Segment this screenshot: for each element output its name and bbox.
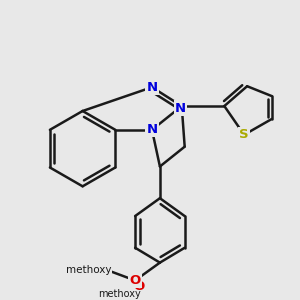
Text: N: N bbox=[146, 81, 158, 94]
Text: N: N bbox=[175, 101, 186, 115]
Text: methoxy: methoxy bbox=[98, 289, 141, 299]
Text: S: S bbox=[239, 128, 249, 141]
Text: O: O bbox=[134, 280, 145, 293]
Text: O: O bbox=[130, 274, 141, 287]
Text: N: N bbox=[146, 123, 158, 136]
Text: methoxy: methoxy bbox=[66, 265, 111, 275]
